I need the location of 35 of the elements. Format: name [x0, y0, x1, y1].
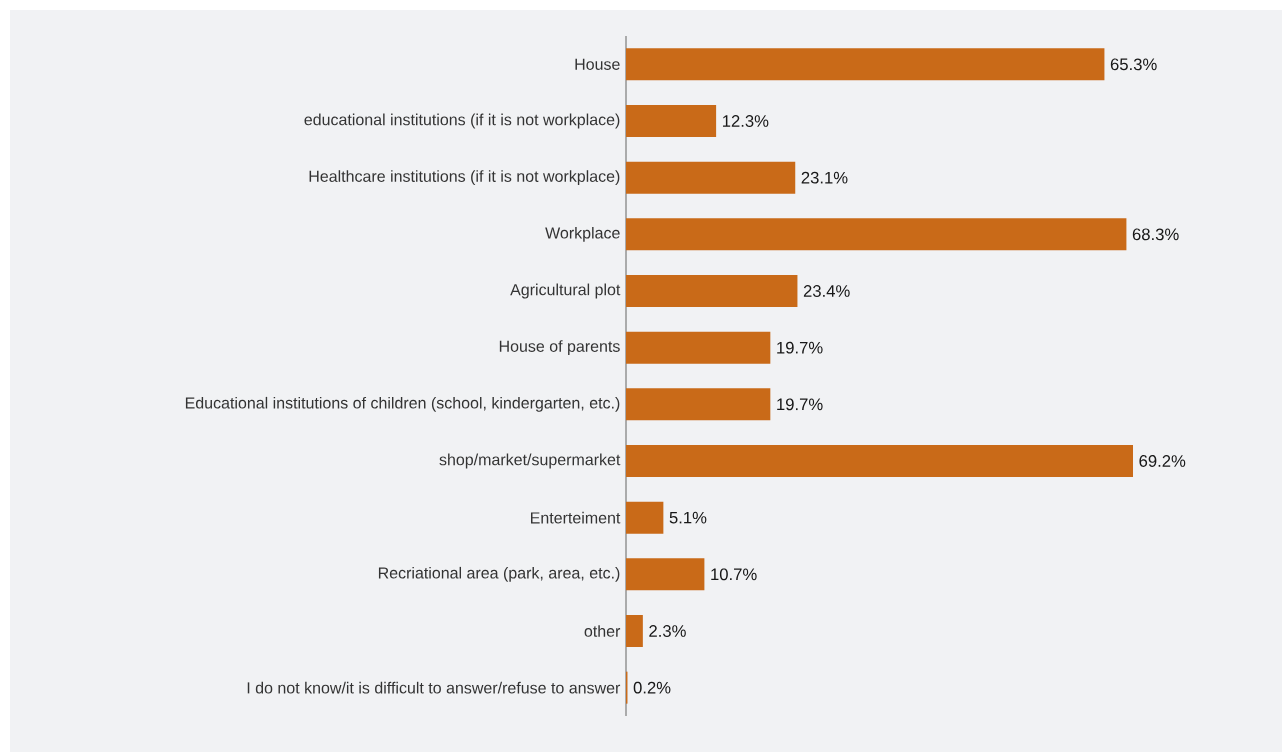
- bar: [626, 331, 771, 364]
- data-label: 68.3%: [1132, 228, 1179, 241]
- data-label: 2.3%: [649, 625, 686, 637]
- data-label: 19.7%: [777, 398, 823, 411]
- bar: [626, 48, 1105, 81]
- data-label: 12.3%: [722, 115, 769, 127]
- data-label: 69.2%: [1139, 455, 1186, 467]
- bar: [626, 161, 796, 194]
- data-label: 5.1%: [669, 511, 707, 524]
- bar: [626, 275, 798, 307]
- bar: [626, 501, 664, 534]
- bar: [626, 218, 1127, 251]
- y-tick-label: House of parents: [499, 340, 620, 356]
- bar: [626, 444, 1134, 477]
- y-tick-label: Healthcare institutions (if it is not workplace): [309, 170, 620, 186]
- y-tick-label: Workplace: [545, 226, 620, 242]
- data-label: 65.3%: [1110, 58, 1157, 71]
- y-tick-label: other: [584, 625, 621, 637]
- data-label: 19.7%: [777, 341, 823, 354]
- y-tick-label: shop/market/supermarket: [439, 453, 621, 469]
- y-tick-label: Educational institutions of children (school, kindergarten, etc.): [185, 396, 620, 412]
- y-tick-label: House: [575, 58, 620, 70]
- y-tick-label: educational institutions (if it is not workplace): [304, 113, 620, 129]
- bar: [626, 104, 717, 137]
- data-label: 0.2%: [633, 681, 671, 694]
- data-label: 23.4%: [803, 285, 850, 297]
- data-label: 10.7%: [711, 568, 757, 581]
- y-tick-label: Agricultural plot: [510, 283, 621, 299]
- bar: [626, 558, 705, 591]
- y-tick-label: I do not know/it is difficult to answer/refuse to answer: [247, 681, 621, 694]
- data-label: 23.1%: [801, 171, 848, 184]
- bar: [626, 614, 643, 647]
- y-tick-label: Enterteiment: [531, 511, 621, 524]
- y-tick-label: Recriational area (park, area, etc.): [378, 566, 620, 582]
- bar: [626, 388, 771, 421]
